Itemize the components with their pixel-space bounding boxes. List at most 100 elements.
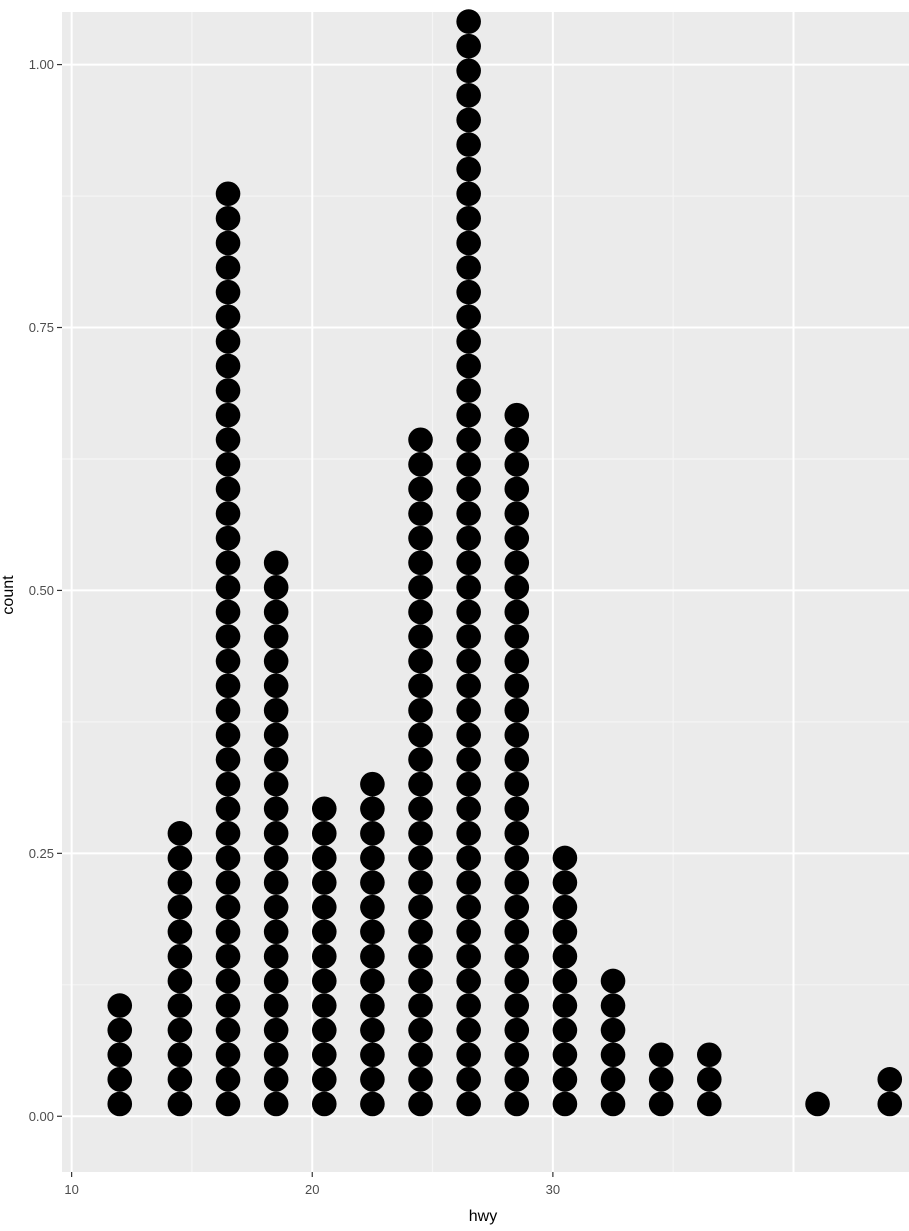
dot — [504, 821, 530, 846]
dot — [456, 107, 481, 133]
dot — [311, 796, 337, 822]
dot — [408, 624, 433, 649]
dot — [167, 993, 193, 1018]
dot — [456, 993, 481, 1018]
dot — [215, 525, 241, 551]
y-tick-label: 0.25 — [29, 846, 54, 861]
dot — [311, 968, 337, 994]
dot — [552, 968, 578, 994]
dot — [408, 993, 433, 1018]
dot — [215, 575, 241, 600]
dot — [263, 575, 289, 600]
dot — [408, 821, 433, 846]
dot — [408, 476, 433, 502]
dot — [504, 698, 530, 723]
dot — [215, 771, 241, 797]
dot — [215, 722, 241, 748]
dot — [408, 722, 433, 748]
dot — [504, 771, 530, 797]
dot — [456, 919, 481, 945]
major-gridlines — [62, 12, 909, 1172]
dot — [408, 1042, 433, 1068]
dot — [263, 1017, 289, 1043]
dot — [408, 673, 433, 699]
dot — [215, 968, 241, 994]
x-tick-label: 20 — [305, 1182, 319, 1197]
dot — [263, 821, 289, 846]
dot — [456, 156, 481, 182]
dot — [504, 550, 530, 576]
dot — [215, 452, 241, 477]
dot — [408, 550, 433, 576]
dot — [504, 747, 530, 772]
x-tick-label: 30 — [546, 1182, 560, 1197]
dot — [696, 1067, 722, 1092]
dot — [215, 550, 241, 576]
dot — [263, 550, 289, 576]
dot — [877, 1067, 903, 1092]
dot — [504, 648, 530, 674]
dot — [552, 944, 578, 969]
dot — [360, 1017, 385, 1043]
y-axis: 0.00 0.25 0.50 0.75 1.00 — [29, 57, 62, 1124]
dot — [107, 1067, 133, 1092]
dot — [805, 1091, 830, 1117]
dot — [504, 722, 530, 748]
y-tick-label: 0.50 — [29, 583, 54, 598]
dot — [504, 575, 530, 600]
dot — [504, 894, 530, 920]
dot — [167, 870, 193, 895]
dot — [408, 1017, 433, 1043]
dot — [167, 1042, 193, 1068]
dot — [456, 1017, 481, 1043]
dot — [648, 1091, 674, 1117]
dot — [456, 771, 481, 797]
dot — [456, 599, 481, 625]
dot — [215, 599, 241, 625]
plot-panel — [62, 12, 909, 1172]
dot — [215, 255, 241, 280]
dot — [600, 1067, 626, 1092]
dot — [552, 845, 578, 871]
dot — [311, 1067, 337, 1092]
dot — [408, 575, 433, 600]
dot — [360, 796, 385, 822]
dot — [408, 427, 433, 453]
dot — [360, 845, 385, 871]
dot — [215, 329, 241, 354]
dot — [504, 501, 530, 526]
dot — [215, 944, 241, 969]
dot — [311, 993, 337, 1018]
dot — [408, 648, 433, 674]
dot — [648, 1067, 674, 1092]
dot — [215, 821, 241, 846]
dot — [408, 845, 433, 871]
dot — [456, 845, 481, 871]
dot — [215, 845, 241, 871]
dot — [456, 796, 481, 822]
x-axis-title: hwy — [469, 1208, 497, 1225]
dot — [504, 599, 530, 625]
dot — [504, 1091, 530, 1117]
dot — [456, 9, 481, 34]
dot — [408, 452, 433, 477]
dot — [552, 919, 578, 945]
dot — [263, 1042, 289, 1068]
dot — [311, 1017, 337, 1043]
dot — [408, 894, 433, 920]
dot — [107, 1042, 133, 1068]
dot — [456, 550, 481, 576]
dot — [311, 1091, 337, 1117]
dot — [456, 525, 481, 551]
dot — [504, 402, 530, 428]
dot — [360, 894, 385, 920]
dot — [167, 1067, 193, 1092]
dot — [263, 698, 289, 723]
dot — [456, 501, 481, 526]
dot — [263, 944, 289, 969]
dot — [504, 870, 530, 895]
dot — [263, 747, 289, 772]
dot — [456, 132, 481, 157]
dot — [456, 255, 481, 280]
dot — [263, 722, 289, 748]
